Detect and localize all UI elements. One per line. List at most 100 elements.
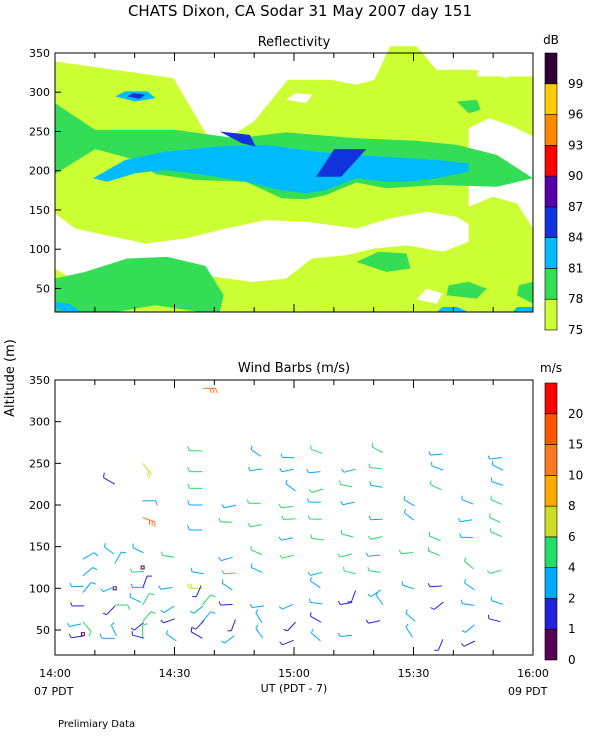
reflectivity-colorbar-swatch-5 — [545, 145, 557, 176]
wind-barb-flag — [369, 516, 371, 520]
wind-barb-flag — [308, 515, 309, 519]
wind-barb-flag — [308, 572, 310, 575]
wind-barb — [115, 552, 122, 563]
windbarb-xtick-label-2: 15:00 — [278, 667, 310, 680]
wind-barb-flag — [159, 586, 161, 590]
wind-barb-flag — [338, 633, 340, 637]
windbarb-frame — [55, 380, 533, 655]
wind-barb-flag — [256, 625, 258, 628]
windbarb-ytick-label-50: 50 — [36, 624, 50, 637]
wind-barb — [132, 571, 144, 572]
reflectivity-colorbar-label-2: 81 — [568, 261, 583, 275]
wind-barb — [310, 602, 322, 604]
wind-barb — [163, 619, 174, 623]
wind-barb-flag — [221, 641, 224, 643]
wind-barb-flag — [188, 467, 190, 472]
wind-barb-flag — [149, 594, 154, 595]
wind-barb-flag — [344, 567, 345, 571]
windbarb-colorbar-unit: m/s — [540, 361, 562, 375]
wind-barb-flag — [366, 553, 368, 557]
reflectivity-colorbar-swatch-6 — [545, 115, 557, 146]
wind-barb-flag — [488, 456, 490, 460]
reflectivity-ytick-label-50: 50 — [36, 282, 50, 295]
wind-barb — [460, 520, 472, 522]
reflectivity-colorbar-label-7: 96 — [568, 108, 583, 122]
wind-barb — [368, 555, 380, 556]
x-right-date: 09 PDT — [508, 685, 548, 698]
wind-barb — [83, 622, 91, 632]
wind-barb — [133, 548, 144, 553]
wind-barb-flag — [191, 568, 192, 572]
wind-barb — [130, 597, 141, 602]
wind-barb-flag — [279, 504, 281, 508]
wind-barb-flag — [188, 525, 190, 530]
wind-barb-flag — [366, 620, 368, 623]
wind-barb — [438, 639, 443, 650]
wind-barb-flag — [103, 613, 107, 615]
wind-barb — [431, 454, 443, 455]
wind-barb-flag — [338, 554, 340, 557]
wind-barb — [161, 588, 173, 590]
wind-barb-flag — [282, 516, 284, 520]
windbarb-xtick-label-0: 14:00 — [39, 667, 71, 680]
wind-barb — [143, 576, 147, 588]
windbarb-colorbar-label-2: 2 — [568, 591, 576, 605]
wind-barb-flag — [406, 624, 408, 627]
wind-barb-flag — [280, 555, 282, 558]
wind-barb — [406, 627, 413, 637]
wind-barb — [251, 550, 262, 555]
wind-barb — [406, 613, 415, 621]
wind-barb — [344, 571, 356, 574]
wind-barb — [343, 502, 355, 505]
wind-barb-flag — [143, 624, 148, 626]
reflectivity-colorbar-label-4: 87 — [568, 200, 583, 214]
wind-barb — [430, 586, 442, 587]
wind-barb-flag — [131, 628, 134, 630]
wind-barb — [431, 485, 442, 490]
wind-calm-marker — [141, 566, 144, 569]
wind-barb — [252, 568, 263, 573]
wind-barb — [282, 640, 293, 645]
wind-barb-flag — [280, 468, 282, 471]
windbarb-ytick-label-150: 150 — [29, 541, 50, 554]
wind-barb-flag — [67, 623, 69, 626]
wind-barb-flag — [188, 446, 190, 451]
windbarb-xtick-label-1: 14:30 — [159, 667, 191, 680]
windbarb-title: Wind Barbs (m/s) — [238, 361, 350, 376]
wind-barb-flag — [460, 534, 461, 538]
wind-barb-flag — [151, 612, 156, 614]
windbarb-colorbar-label-8: 20 — [568, 407, 583, 421]
wind-barb-flag — [308, 498, 309, 502]
wind-barb-flag — [487, 570, 489, 573]
wind-barb-flag — [131, 584, 133, 588]
windbarb-colorbar-label-7: 15 — [568, 438, 583, 452]
wind-barb — [340, 635, 352, 636]
windbarb-colorbar-swatch-1 — [545, 598, 557, 629]
wind-barb-flag — [248, 523, 250, 526]
wind-barb-flag — [101, 589, 104, 592]
wind-barb — [250, 469, 262, 471]
wind-barb-flag — [219, 518, 220, 522]
wind-barb — [491, 532, 502, 537]
wind-barb — [220, 522, 232, 523]
wind-barb — [368, 621, 380, 624]
wind-barb-flag — [311, 535, 312, 539]
wind-barb — [250, 525, 262, 527]
wind-barb — [342, 534, 354, 537]
wind-barb — [340, 603, 352, 605]
wind-barb-flag — [219, 601, 221, 605]
wind-barb-flag — [406, 610, 407, 614]
wind-barb-flag — [190, 611, 193, 613]
wind-barb — [196, 620, 204, 629]
wind-barb-flag — [156, 501, 158, 506]
wind-barb-flag — [431, 608, 435, 610]
reflectivity-colorbar-label-3: 84 — [568, 231, 583, 245]
wind-barb — [464, 641, 475, 646]
wind-barb-flag — [307, 469, 309, 473]
wind-barb-flag — [188, 500, 190, 505]
wind-barb — [369, 571, 381, 573]
y-axis-label: Altitude (m) — [3, 339, 18, 417]
